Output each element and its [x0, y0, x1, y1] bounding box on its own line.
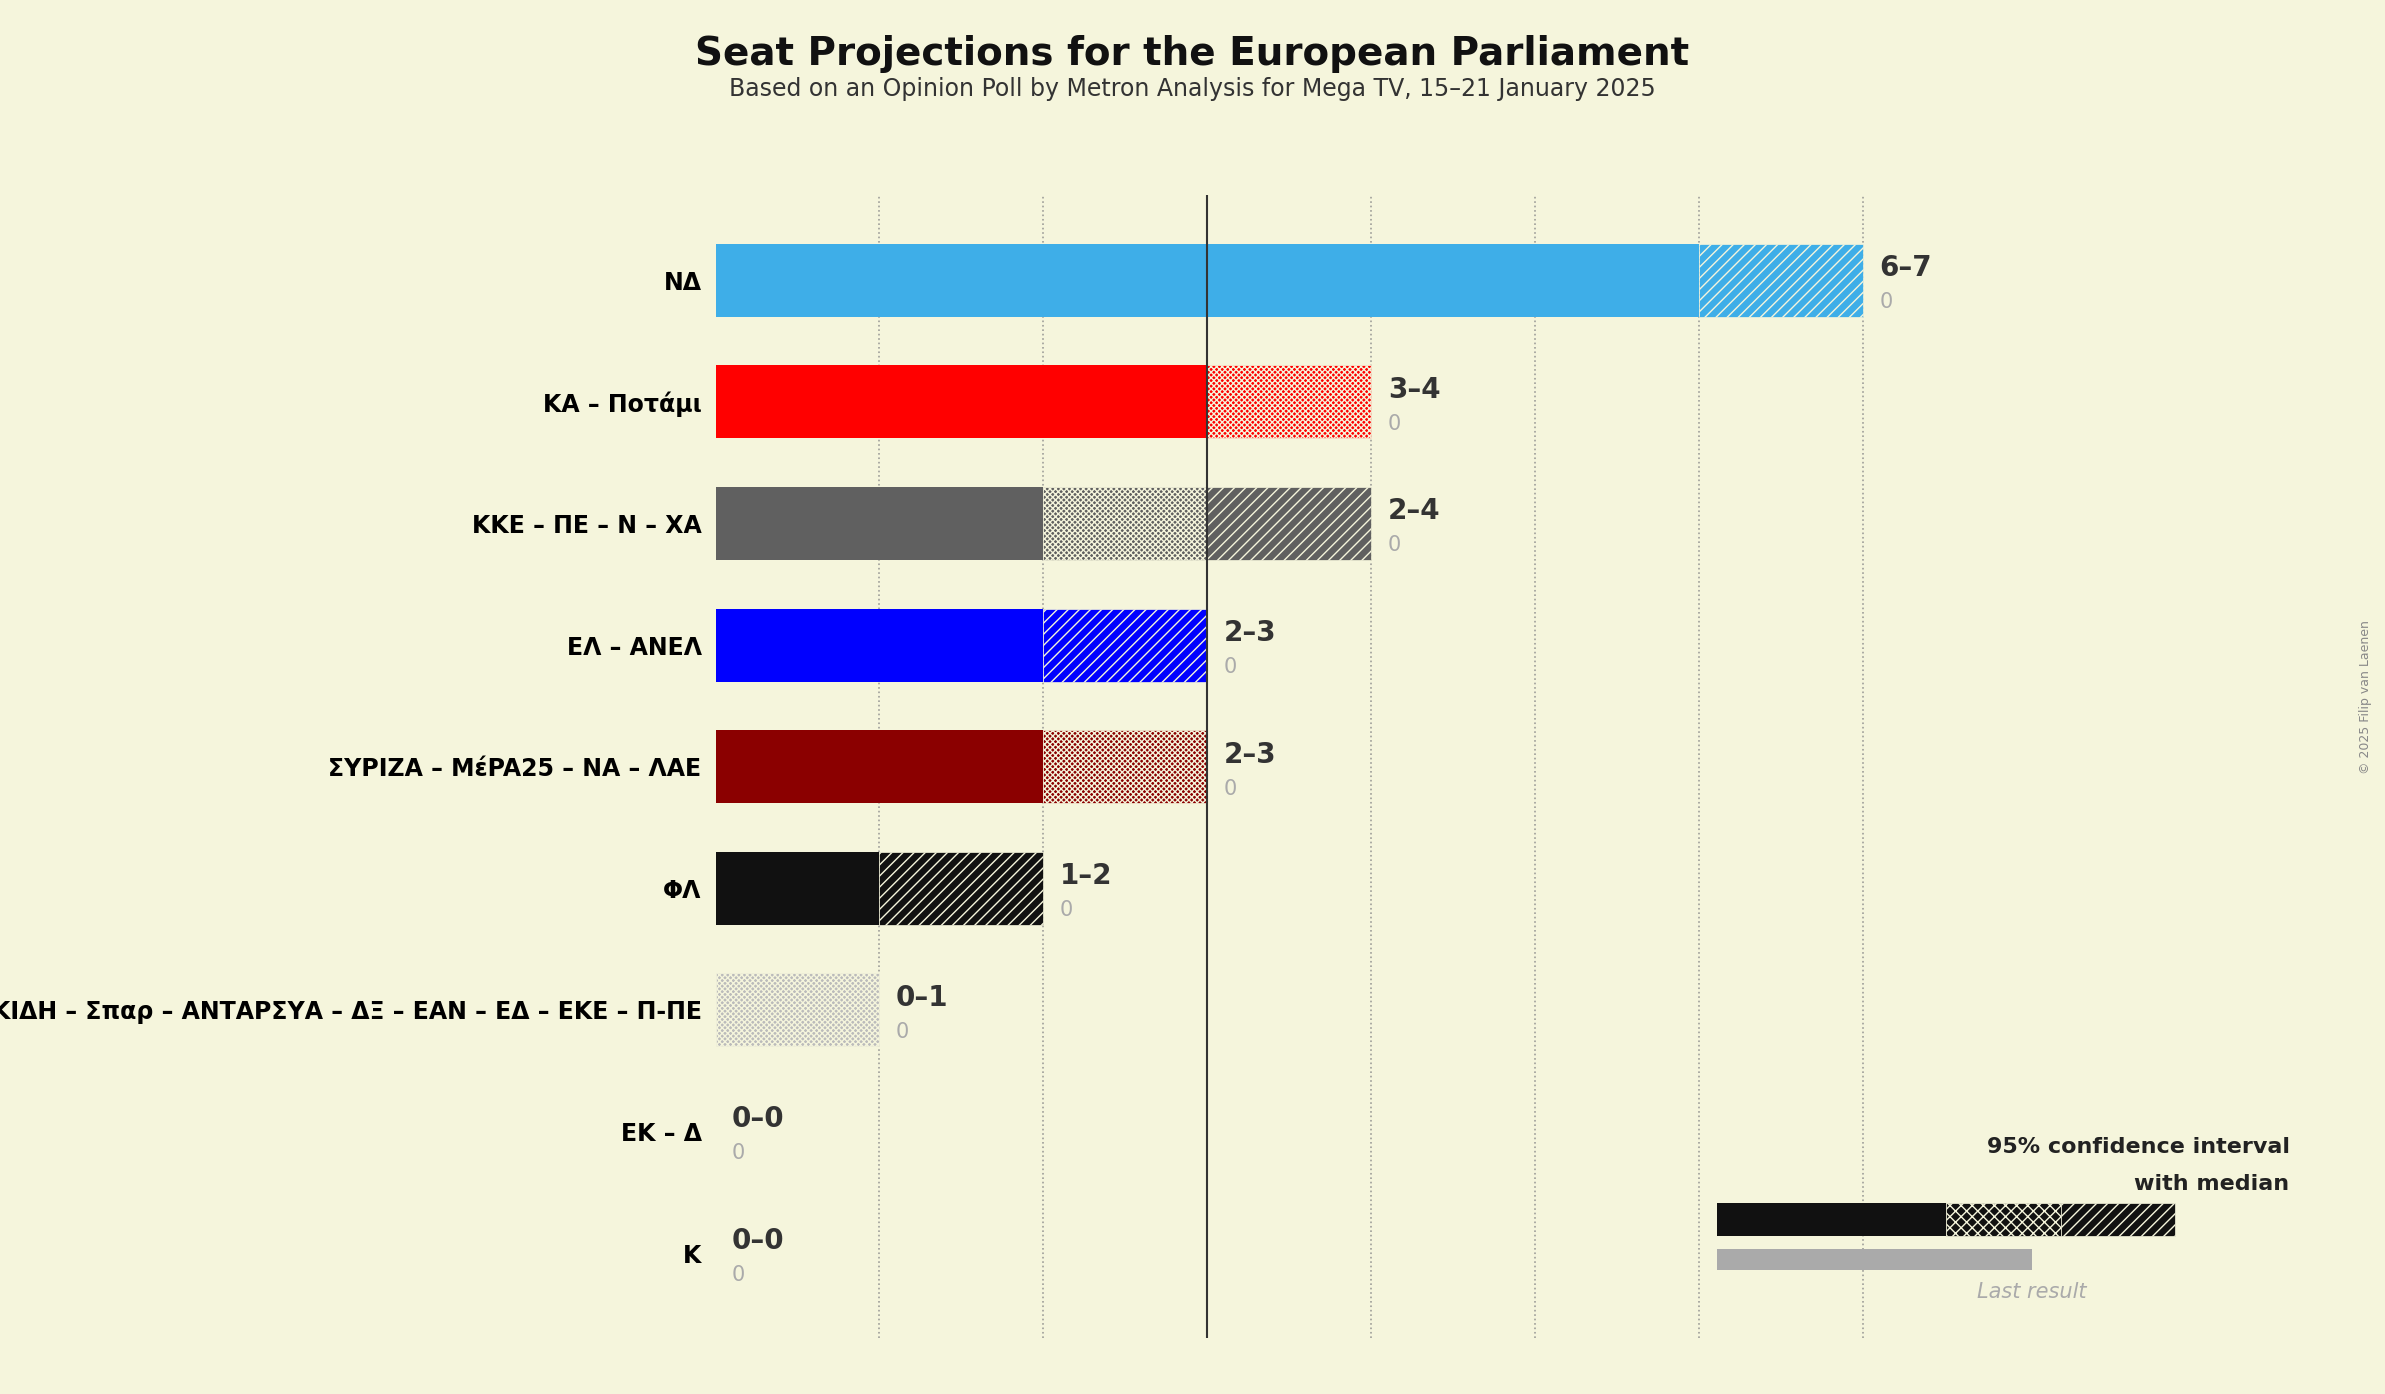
Bar	[1717, 1203, 1946, 1236]
Bar	[1045, 487, 1207, 560]
Text: 2–3: 2–3	[1224, 619, 1276, 647]
Bar	[1045, 609, 1207, 682]
Text: Seat Projections for the European Parliament: Seat Projections for the European Parlia…	[696, 35, 1689, 72]
Text: 0: 0	[1879, 293, 1894, 312]
Bar	[716, 973, 880, 1047]
Bar	[1946, 1203, 2061, 1236]
Text: 2–4: 2–4	[1388, 498, 1441, 526]
Text: 0: 0	[897, 1022, 909, 1041]
Text: Based on an Opinion Poll by Metron Analysis for Mega TV, 15–21 January 2025: Based on an Opinion Poll by Metron Analy…	[730, 77, 1655, 100]
Text: 6–7: 6–7	[1879, 254, 1932, 282]
Text: Last result: Last result	[1977, 1282, 2087, 1302]
Text: 0: 0	[1388, 535, 1400, 555]
Bar	[1698, 244, 1863, 316]
Text: 2–3: 2–3	[1224, 740, 1276, 768]
Text: 0: 0	[1388, 414, 1400, 434]
Bar	[1717, 1249, 2032, 1270]
Bar	[716, 852, 880, 924]
Text: 95% confidence interval: 95% confidence interval	[1987, 1138, 2290, 1157]
Bar	[716, 487, 1045, 560]
Text: 0: 0	[1224, 657, 1238, 677]
Text: 1–2: 1–2	[1059, 861, 1111, 891]
Bar	[1207, 487, 1371, 560]
Text: 0: 0	[732, 1143, 744, 1164]
Text: 0: 0	[1224, 779, 1238, 799]
Bar	[1207, 365, 1371, 438]
Text: © 2025 Filip van Laenen: © 2025 Filip van Laenen	[2359, 620, 2373, 774]
Bar	[880, 852, 1045, 924]
Text: 0: 0	[732, 1264, 744, 1285]
Text: 0–0: 0–0	[732, 1227, 785, 1255]
Bar	[1045, 730, 1207, 803]
Text: 3–4: 3–4	[1388, 376, 1441, 404]
Bar	[716, 244, 1698, 316]
Bar	[716, 609, 1045, 682]
Bar	[716, 365, 1207, 438]
Text: 0–0: 0–0	[732, 1105, 785, 1133]
Bar	[2061, 1203, 2175, 1236]
Text: with median: with median	[2135, 1174, 2290, 1193]
Text: 0–1: 0–1	[897, 984, 949, 1012]
Bar	[716, 730, 1045, 803]
Text: 0: 0	[1059, 901, 1073, 920]
